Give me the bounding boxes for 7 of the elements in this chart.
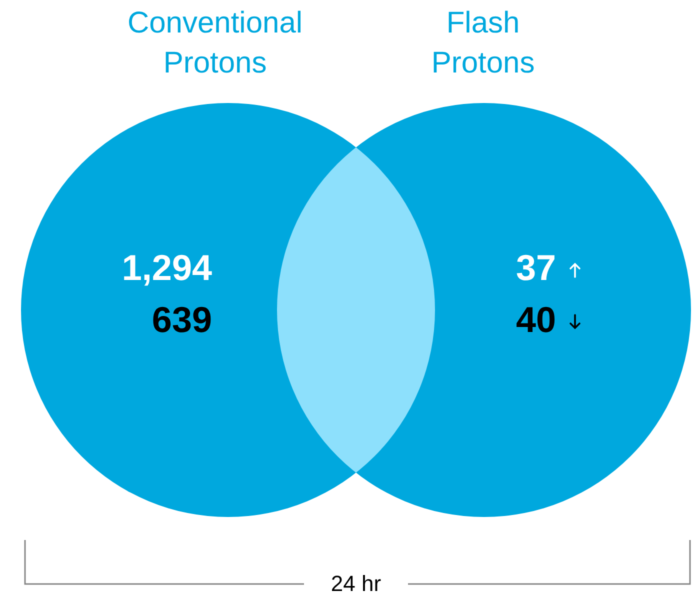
data-label: 1,294 (122, 246, 212, 288)
data-label: 639 (152, 298, 212, 340)
category-label: Flash Protons (431, 6, 535, 80)
text: 24 hr (330, 571, 382, 597)
data-label: 40 (516, 298, 556, 340)
data-label: 37 (516, 246, 556, 288)
category-label: Conventional Protons (127, 6, 303, 80)
